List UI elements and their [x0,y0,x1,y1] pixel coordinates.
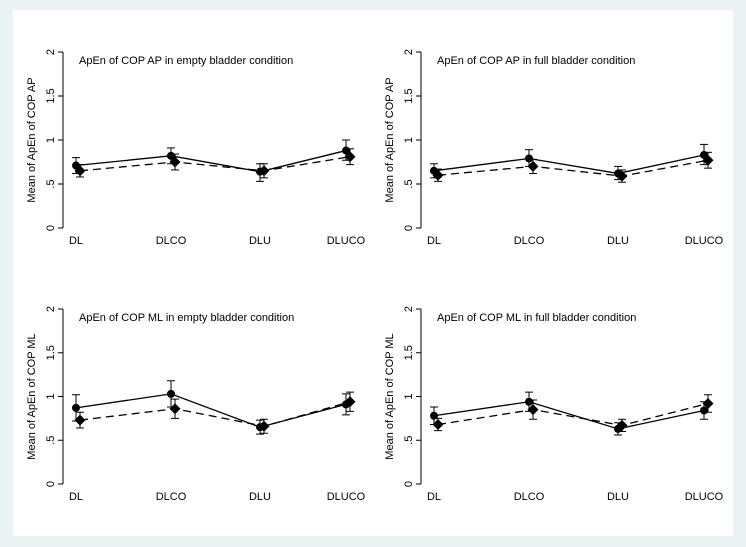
x-tick-label: DL [427,491,441,503]
y-tick-label: 1.5 [403,345,415,360]
y-tick-label: 1.5 [45,345,57,360]
y-tick-label: 0 [45,481,57,487]
y-tick-label: 2 [403,49,415,55]
diamond-marker [169,403,181,415]
panel-title: ApEn of COP AP in empty bladder conditio… [79,55,293,67]
circle-marker [525,154,533,163]
x-tick-label: DLUCO [327,235,366,247]
diamond-marker [258,165,270,177]
y-axis-title: Mean of ApEn of COP AP [26,77,38,202]
x-tick-label: DLU [249,491,271,503]
panel-title: ApEn of COP AP in full bladder condition [437,55,635,67]
dashed-series-line [437,402,709,427]
y-tick-label: .5 [403,179,415,188]
y-tick-label: 1 [45,393,57,399]
y-tick-label: 2 [403,306,415,312]
diamond-marker [344,151,356,163]
diamond-marker [258,420,270,432]
x-tick-label: DLU [607,491,629,503]
y-tick-label: 1 [45,137,57,143]
y-tick-label: 0 [403,225,415,231]
x-tick-label: DLCO [156,235,187,247]
diamond-marker [74,414,86,426]
y-axis-title: Mean of ApEn of COP ML [26,333,38,459]
y-tick-label: 2 [45,49,57,55]
panel-title: ApEn of COP ML in full bladder condition [437,312,636,324]
x-tick-label: DLU [249,235,271,247]
solid-series-line [433,401,705,430]
dashed-series-line [437,159,709,177]
x-tick-label: DL [427,235,441,247]
diamond-marker [527,404,539,416]
x-tick-label: DL [69,491,83,503]
y-tick-label: .5 [45,179,57,188]
figure-panel: 0.5 1 1.5 2 Mean of ApEn of COP AP ApEn of CO… [13,10,733,536]
circle-marker [430,411,438,420]
diamond-marker [344,396,356,408]
diamond-marker [616,419,628,431]
x-tick-label: DLCO [156,491,187,503]
y-tick-label: .5 [45,436,57,445]
x-tick-label: DLUCO [327,491,366,503]
y-tick-label: 1.5 [403,88,415,103]
y-axis-title: Mean of ApEn of COP ML [384,333,396,459]
x-tick-label: DLUCO [685,235,724,247]
x-tick-label: DL [69,235,83,247]
diamond-marker [169,156,181,168]
y-axis-title: Mean of ApEn of COP AP [384,77,396,202]
circle-marker [525,397,533,406]
y-tick-label: 1.5 [45,88,57,103]
solid-series-line [75,393,347,428]
diamond-marker [702,154,714,166]
diamond-marker [527,160,539,172]
y-tick-label: 1 [403,137,415,143]
x-tick-label: DLU [607,235,629,247]
y-tick-label: 1 [403,393,415,399]
diamond-marker [616,170,628,182]
diamond-marker [432,419,444,430]
panel-title: ApEn of COP ML in empty bladder conditio… [79,312,294,324]
y-tick-label: .5 [403,436,415,445]
y-tick-label: 2 [45,306,57,312]
solid-series-line [433,154,705,175]
diamond-marker [74,165,86,177]
dashed-series-line [79,156,351,172]
x-tick-label: DLCO [514,235,545,247]
circle-marker [72,403,80,412]
solid-series-line [75,149,347,173]
diamond-marker [702,398,714,409]
y-tick-label: 0 [45,225,57,231]
diamond-marker [432,169,444,181]
x-tick-label: DLUCO [685,491,724,503]
circle-marker [167,389,175,398]
x-tick-label: DLCO [514,491,545,503]
y-tick-label: 0 [403,481,415,487]
